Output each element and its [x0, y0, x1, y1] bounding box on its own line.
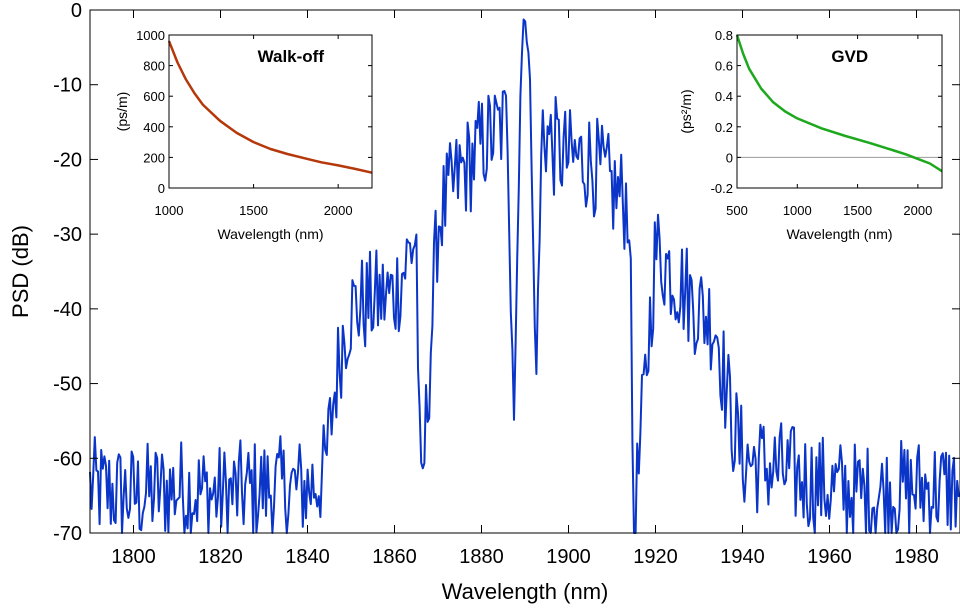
x-tick-label: 1960 — [807, 546, 852, 568]
plot-background — [169, 35, 372, 188]
x-tick-label: 1000 — [155, 203, 184, 218]
y-tick-label: -50 — [53, 374, 82, 396]
y-tick-label: 0.4 — [715, 89, 733, 104]
x-tick-label: 2000 — [324, 203, 353, 218]
y-tick-label: -30 — [53, 224, 82, 246]
x-tick-label: 1800 — [111, 546, 156, 568]
y-axis-label: (ps²/m) — [678, 89, 694, 133]
y-tick-label: 0.8 — [715, 28, 733, 43]
y-tick-label: 400 — [143, 120, 165, 135]
y-tick-label: -0.2 — [711, 181, 733, 196]
x-tick-label: 1000 — [783, 203, 812, 218]
x-tick-label: 1820 — [198, 546, 243, 568]
series-line — [167, 40, 373, 174]
y-tick-label: -10 — [53, 75, 82, 97]
y-tick-label: 1000 — [136, 28, 165, 43]
plot-frame — [89, 9, 960, 534]
y-tick-label: 0.2 — [715, 120, 733, 135]
y-tick-label: 600 — [143, 89, 165, 104]
y-tick-label: -40 — [53, 299, 82, 321]
x-tick-label: 2000 — [903, 203, 932, 218]
series-line — [89, 18, 960, 534]
x-axis-label: Wavelength (nm) — [442, 579, 609, 604]
y-tick-label: 200 — [143, 150, 165, 165]
inset-title: GVD — [831, 47, 868, 66]
plot-frame — [168, 34, 373, 189]
y-tick-label: 0 — [726, 150, 733, 165]
plot-frame — [736, 34, 943, 189]
x-tick-label: 1500 — [239, 203, 268, 218]
x-tick-label: 1840 — [285, 546, 330, 568]
y-tick-label: -20 — [53, 149, 82, 171]
y-tick-label: -70 — [53, 523, 82, 545]
y-axis-label: PSD (dB) — [8, 225, 33, 318]
x-tick-label: 1880 — [459, 546, 504, 568]
x-tick-label: 500 — [726, 203, 748, 218]
inset-title: Walk-off — [258, 47, 325, 66]
y-tick-label: 0 — [158, 181, 165, 196]
x-axis-label: Wavelength (nm) — [786, 226, 892, 242]
walk-off-inset: 1000 1500 2000 0 200 400 600 800 1000 Wavelength … — [114, 28, 373, 242]
y-tick-label: 0.6 — [715, 59, 733, 74]
main-plot: 1800 1820 1840 1860 1880 1900 1920 1940 1960 1980… — [8, 0, 960, 604]
plot-background — [737, 35, 942, 188]
y-axis-label: (ps/m) — [114, 92, 130, 132]
x-tick-label: 1980 — [894, 546, 939, 568]
x-tick-label: 1920 — [633, 546, 678, 568]
y-tick-label: 800 — [143, 59, 165, 74]
x-tick-label: 1860 — [372, 546, 417, 568]
x-tick-label: 1940 — [720, 546, 765, 568]
series-line — [735, 34, 943, 173]
x-tick-label: 1500 — [843, 203, 872, 218]
x-tick-label: 1900 — [546, 546, 591, 568]
y-tick-label: 0 — [71, 0, 82, 22]
y-tick-label: -60 — [53, 448, 82, 470]
gvd-inset: 500 1000 1500 2000 0.8 0.6 0.4 0.2 0 -0.2 Waveleng… — [678, 28, 943, 242]
x-axis-label: Wavelength (nm) — [217, 226, 323, 242]
